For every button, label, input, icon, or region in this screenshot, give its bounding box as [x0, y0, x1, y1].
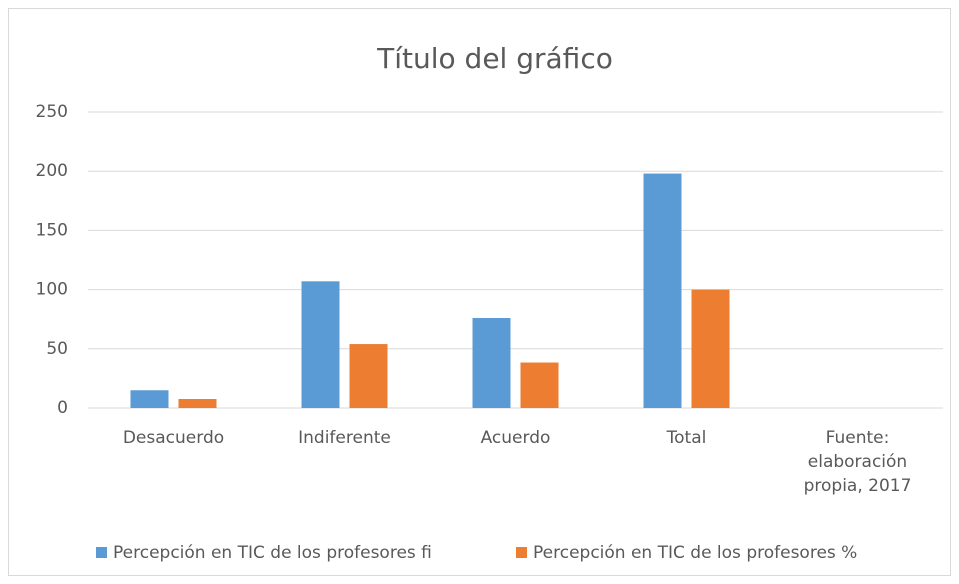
- bar: [130, 390, 169, 408]
- y-tick-label: 200: [36, 161, 68, 181]
- chart-title: Título del gráfico: [376, 42, 613, 75]
- legend-label: Percepción en TIC de los profesores fi: [113, 543, 432, 563]
- bar: [301, 281, 340, 408]
- legend-label: Percepción en TIC de los profesores %: [533, 543, 857, 563]
- y-tick-label: 150: [36, 220, 68, 240]
- x-tick-label: Total: [666, 428, 707, 448]
- y-tick-label: 100: [36, 280, 68, 300]
- x-tick-label: Fuente: elaboración propia, 2017: [803, 428, 912, 496]
- bar: [643, 173, 682, 408]
- y-tick-label: 0: [57, 398, 68, 418]
- bar: [520, 362, 559, 408]
- y-tick-label: 250: [36, 102, 68, 122]
- x-tick-label: Desacuerdo: [122, 428, 225, 448]
- y-tick-label: 50: [46, 339, 68, 359]
- legend-swatch: [96, 547, 107, 558]
- chart-border: [8, 8, 951, 576]
- bar: [472, 318, 511, 408]
- bar: [349, 344, 388, 408]
- legend-swatch: [516, 547, 527, 558]
- bar: [178, 399, 217, 408]
- bar: [691, 289, 730, 408]
- x-tick-label: Indiferente: [298, 428, 391, 448]
- x-tick-label: Acuerdo: [480, 428, 551, 448]
